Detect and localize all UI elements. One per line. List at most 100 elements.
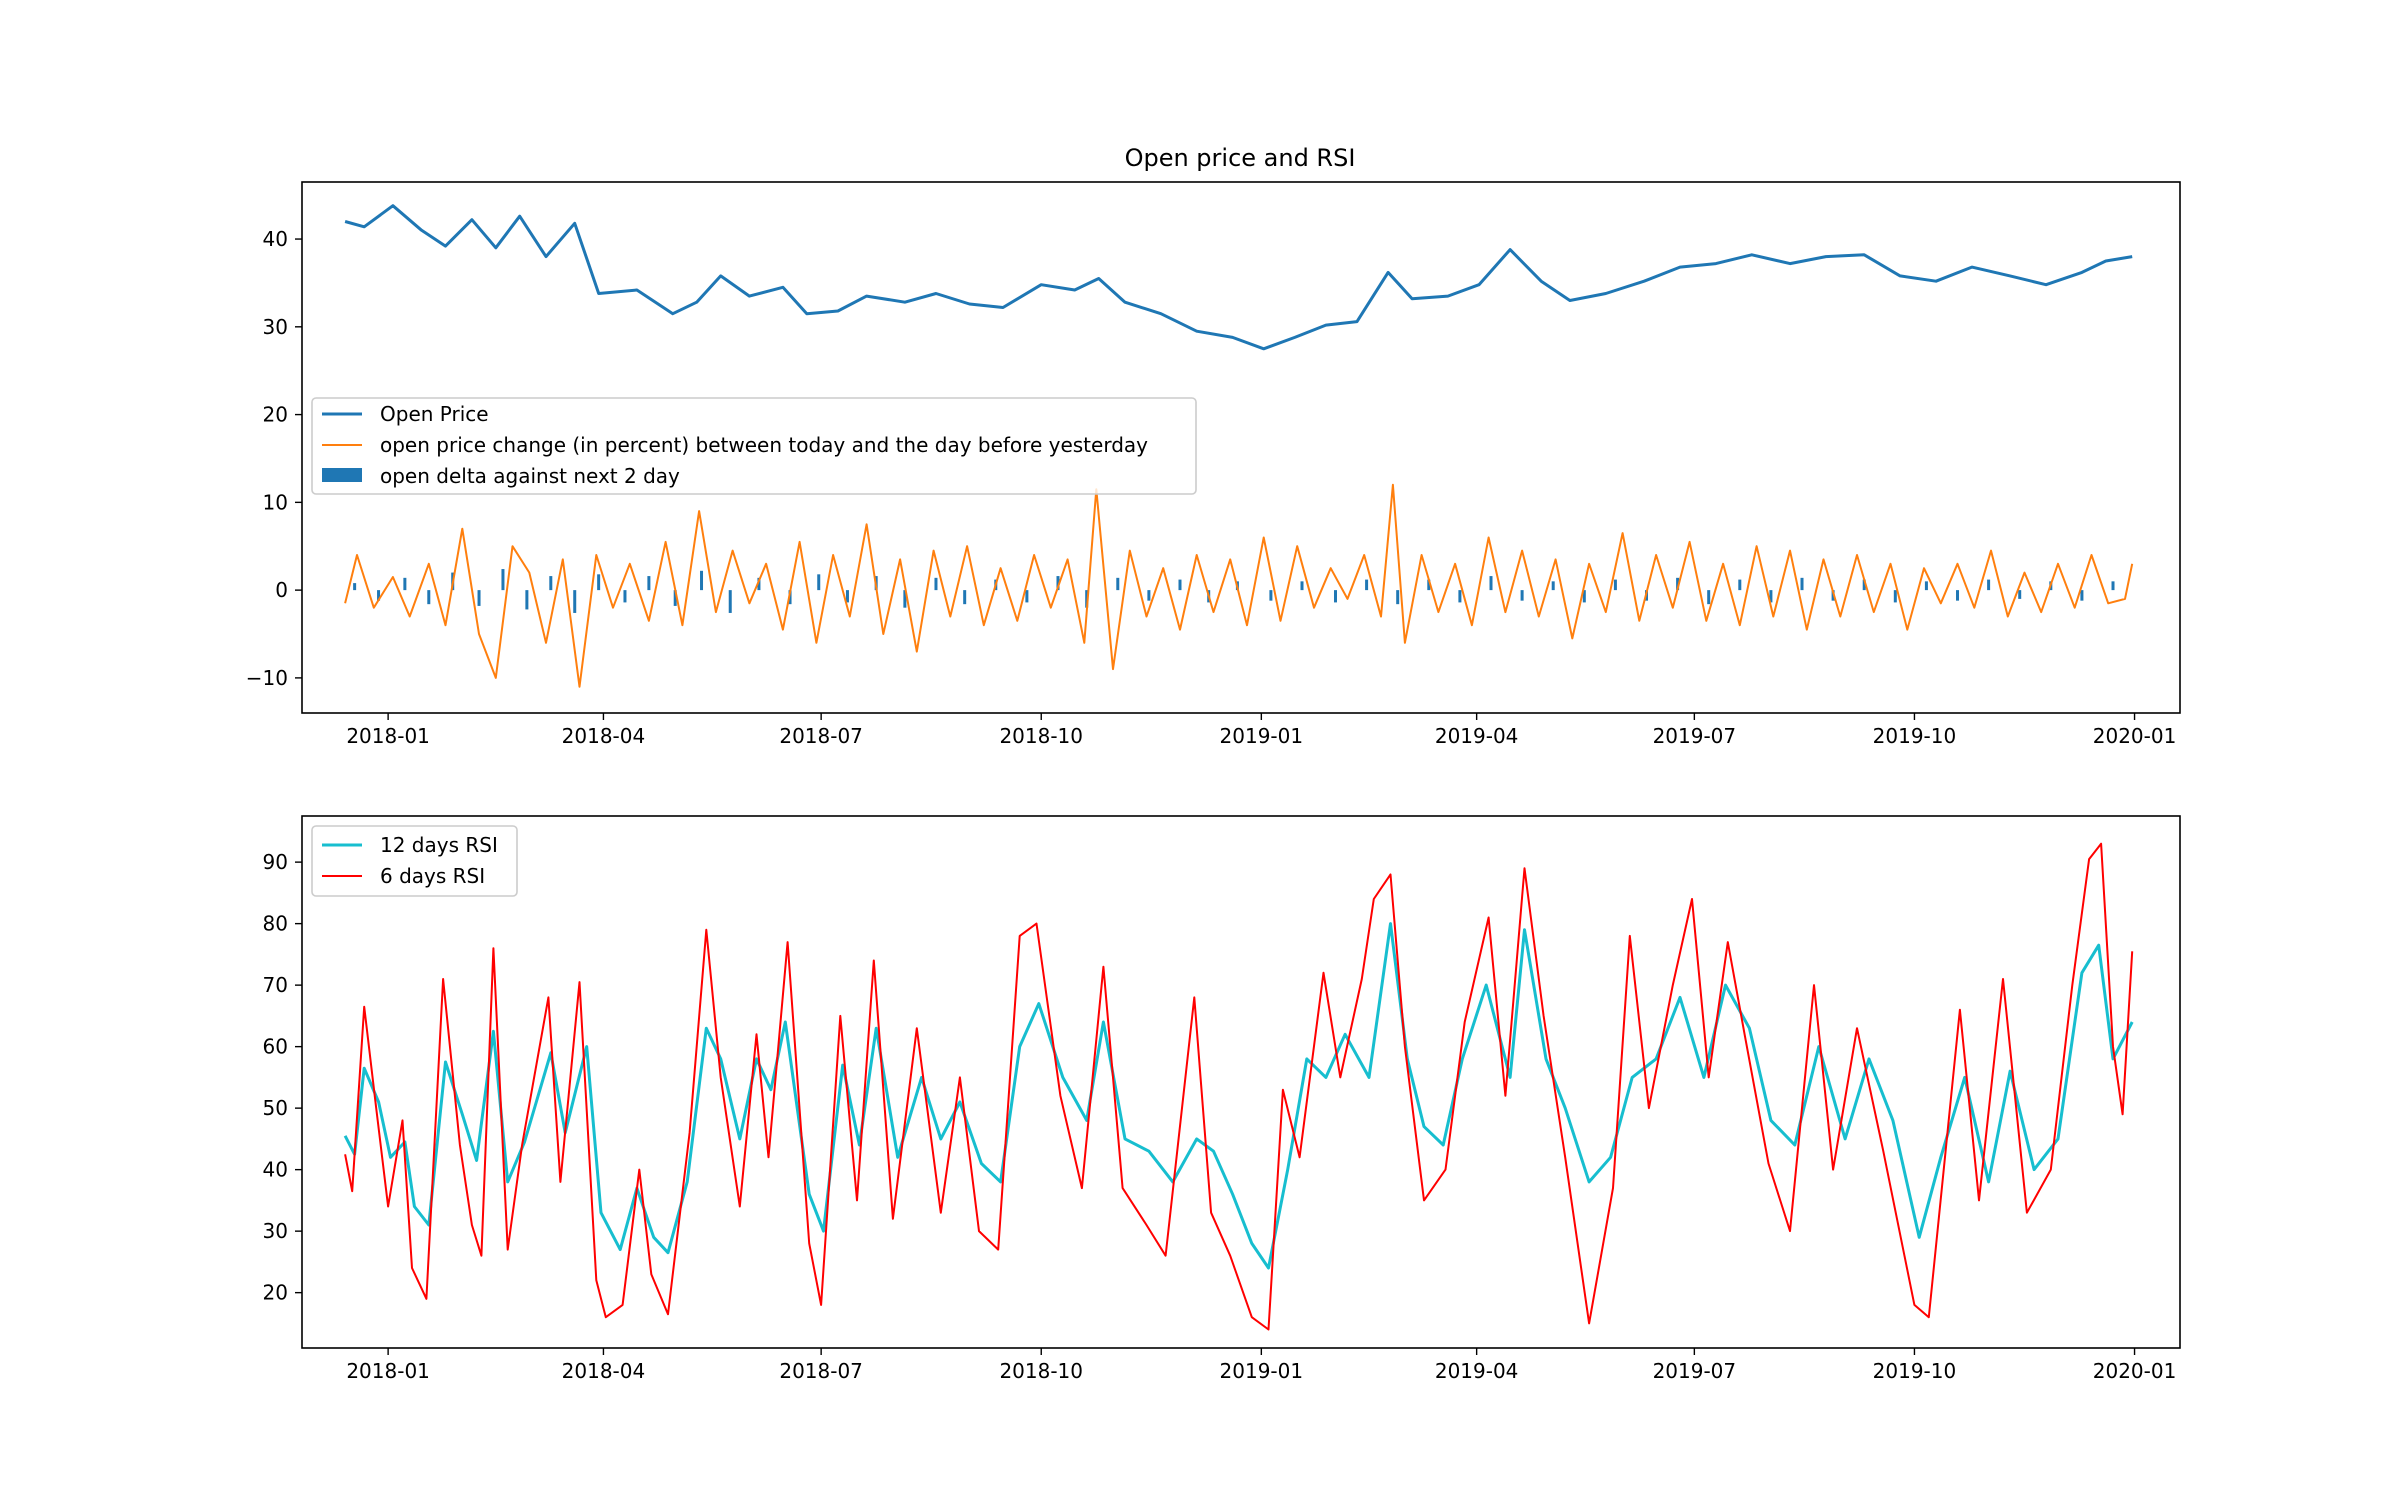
open-delta-bar <box>1738 579 1742 591</box>
open-delta-bar <box>1893 590 1897 603</box>
price-legend: Open Price open price change (in percent… <box>311 397 1197 495</box>
open-delta-bar <box>1707 590 1711 605</box>
rsi6-legend-label: 6 days RSI <box>380 864 485 888</box>
x-tick-label: 2018-04 <box>562 724 646 748</box>
open-delta-bar <box>1924 581 1928 591</box>
x-tick-label: 2019-07 <box>1653 724 1737 748</box>
chart-title: Open price and RSI <box>1125 144 1356 172</box>
y-tick-label: 40 <box>263 227 288 251</box>
open-delta-bar <box>1458 590 1462 603</box>
open-price-line <box>344 204 2133 351</box>
x-tick-label: 2019-04 <box>1435 724 1519 748</box>
open-delta-bar <box>934 577 938 591</box>
open-delta-bar <box>1396 590 1400 605</box>
x-tick-label: 2020-01 <box>2093 724 2177 748</box>
x-tick-label: 2018-10 <box>999 1359 1083 1383</box>
y-tick-label: −10 <box>246 666 288 690</box>
price-x-axis: 2018-01 2018-04 2018-07 2018-10 2019-01 2019-… <box>346 713 2176 748</box>
open-delta-bar <box>1769 590 1773 603</box>
open-delta-bar <box>1056 576 1060 591</box>
open-delta-bar <box>1147 590 1151 601</box>
rsi-x-axis: 2018-01 2018-04 2018-07 2018-10 2019-01 2019-… <box>346 1348 2176 1383</box>
open-delta-bar <box>1365 579 1369 591</box>
y-tick-label: 60 <box>263 1035 288 1059</box>
open-delta-legend-label: open delta against next 2 day <box>380 464 680 488</box>
open-delta-bar <box>477 590 481 606</box>
open-delta-bar <box>1520 590 1524 601</box>
x-tick-label: 2019-01 <box>1220 724 1304 748</box>
rsi-legend-box <box>311 825 518 897</box>
open-delta-bar <box>1613 579 1617 591</box>
open-delta-bar <box>963 590 967 605</box>
x-tick-label: 2018-07 <box>779 1359 863 1383</box>
y-tick-label: 90 <box>263 850 288 874</box>
open-delta-bar <box>1551 581 1555 591</box>
x-tick-label: 2018-01 <box>346 1359 430 1383</box>
rsi-plot-area <box>343 842 2134 1331</box>
open-delta-bar <box>1676 577 1680 591</box>
open-delta-bar <box>525 590 529 610</box>
open-delta-bar <box>573 590 577 613</box>
open-delta-bar <box>1333 590 1337 603</box>
price-y-axis: −10 0 10 20 30 40 <box>246 227 302 690</box>
rsi6-line <box>344 842 2134 1331</box>
price-legend-box <box>311 397 1197 495</box>
open-delta-bar <box>1582 590 1586 603</box>
y-tick-label: 80 <box>263 912 288 936</box>
open-delta-bar <box>2111 581 2115 591</box>
y-tick-label: 10 <box>263 490 288 514</box>
open-delta-bar <box>845 590 849 603</box>
open-delta-bar <box>1489 576 1493 591</box>
x-tick-label: 2019-01 <box>1220 1359 1304 1383</box>
open-delta-bar <box>903 590 907 608</box>
y-tick-label: 70 <box>263 973 288 997</box>
open-delta-bar <box>728 590 732 613</box>
rsi-y-axis: 20 30 40 50 60 70 80 90 <box>263 850 302 1305</box>
price-plot-area <box>344 204 2134 688</box>
open-delta-bar <box>623 590 627 603</box>
y-tick-label: 20 <box>263 1281 288 1305</box>
y-tick-label: 40 <box>263 1158 288 1182</box>
y-tick-label: 30 <box>263 315 288 339</box>
open-delta-bar <box>2018 590 2022 599</box>
x-tick-label: 2020-01 <box>2093 1359 2177 1383</box>
open-delta-bar <box>377 590 381 601</box>
open-delta-bar <box>501 569 505 591</box>
x-tick-label: 2019-10 <box>1873 724 1957 748</box>
y-tick-label: 50 <box>263 1096 288 1120</box>
open-delta-bar <box>1862 579 1866 591</box>
rsi-legend: 12 days RSI 6 days RSI <box>311 825 518 897</box>
open-delta-bar <box>1116 577 1120 591</box>
open-delta-bar <box>673 590 677 606</box>
open-delta-bar <box>647 576 651 591</box>
open-delta-bar <box>1178 579 1182 591</box>
y-tick-label: 30 <box>263 1219 288 1243</box>
rsi12-legend-label: 12 days RSI <box>380 833 498 857</box>
open-delta-bar <box>1987 579 1991 591</box>
price-axes-frame <box>301 181 2181 714</box>
x-tick-label: 2019-10 <box>1873 1359 1957 1383</box>
y-tick-label: 0 <box>275 578 288 602</box>
rsi-axes-frame <box>301 815 2181 1349</box>
rsi12-line <box>343 922 2134 1270</box>
x-tick-label: 2019-07 <box>1653 1359 1737 1383</box>
price-subplot: Open price and RSI 2018-01 2018-04 2018-07… <box>246 144 2181 748</box>
x-tick-label: 2018-10 <box>999 724 1083 748</box>
open-delta-bar <box>549 576 553 591</box>
open-delta-legend-swatch <box>322 468 362 482</box>
open-delta-bar <box>1427 579 1431 591</box>
open-delta-bar <box>427 590 431 605</box>
pct-change-line <box>344 483 2134 688</box>
x-tick-label: 2018-04 <box>562 1359 646 1383</box>
x-tick-label: 2018-01 <box>346 724 430 748</box>
open-delta-bar <box>1025 590 1029 603</box>
open-delta-bar <box>1269 590 1273 601</box>
open-delta-bar <box>1956 590 1960 601</box>
x-tick-label: 2019-04 <box>1435 1359 1519 1383</box>
open-delta-bar <box>403 577 407 591</box>
x-tick-label: 2018-07 <box>779 724 863 748</box>
open-delta-bar <box>1800 577 1804 591</box>
open-delta-bar <box>757 577 761 591</box>
